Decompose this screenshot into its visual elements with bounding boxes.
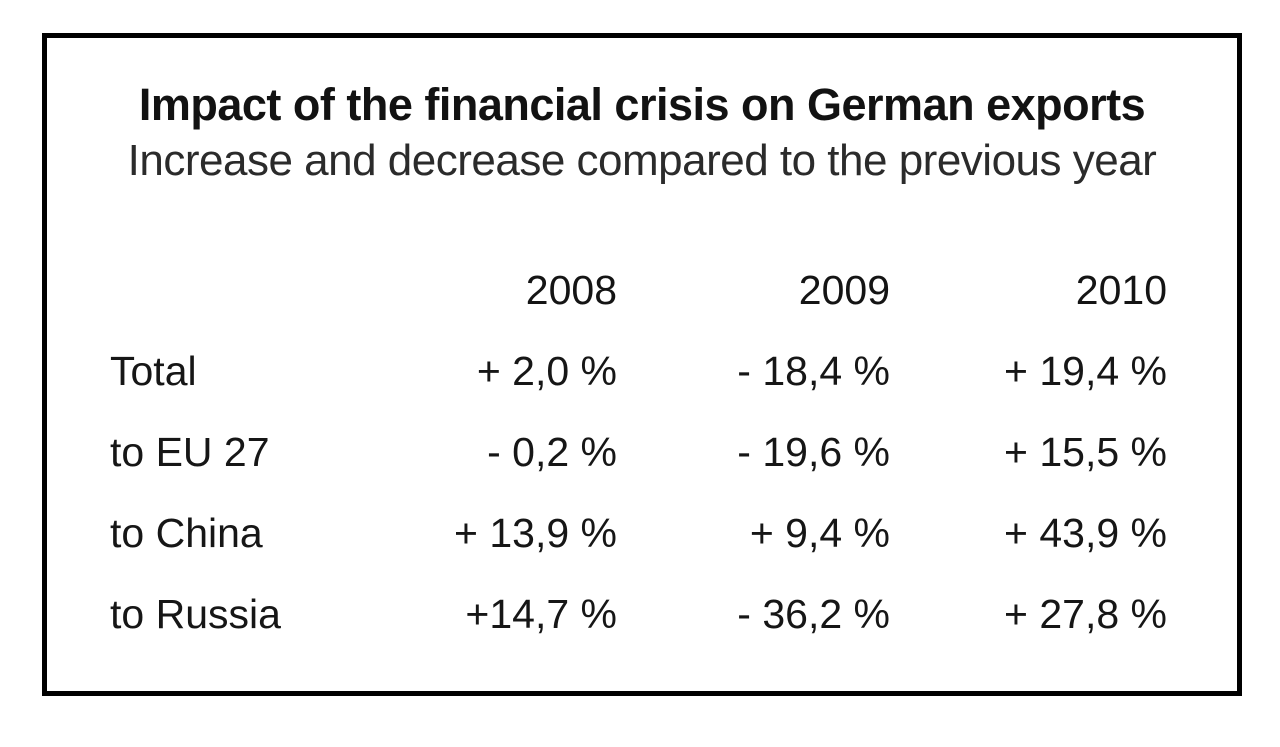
column-header-2008: 2008 bbox=[525, 267, 617, 313]
value-china-2009: + 9,4 % bbox=[749, 510, 890, 556]
value-total-2009: - 18,4 % bbox=[737, 348, 890, 394]
row-label-china: to China bbox=[110, 510, 263, 556]
value-china-2010: + 43,9 % bbox=[1004, 510, 1167, 556]
chart-subtitle: Increase and decrease compared to the pr… bbox=[127, 136, 1157, 185]
table-frame: Impact of the financial crisis on German… bbox=[42, 33, 1242, 696]
header-empty-cell bbox=[110, 250, 410, 331]
row-label-total: Total bbox=[110, 348, 197, 394]
value-eu27-2009: - 19,6 % bbox=[737, 429, 890, 475]
column-header-2010: 2010 bbox=[1075, 267, 1167, 313]
row-label-russia: to Russia bbox=[110, 591, 281, 637]
value-china-2008: + 13,9 % bbox=[454, 510, 617, 556]
exports-table: 2008 2009 2010 Total + 2,0 % - 18,4 % + … bbox=[47, 250, 1237, 655]
value-eu27-2008: - 0,2 % bbox=[487, 429, 617, 475]
value-russia-2009: - 36,2 % bbox=[737, 591, 890, 637]
chart-title: Impact of the financial crisis on German… bbox=[138, 79, 1146, 130]
value-russia-2008: +14,7 % bbox=[465, 591, 617, 637]
value-total-2010: + 19,4 % bbox=[1004, 348, 1167, 394]
column-header-2009: 2009 bbox=[798, 267, 890, 313]
value-total-2008: + 2,0 % bbox=[476, 348, 617, 394]
value-eu27-2010: + 15,5 % bbox=[1004, 429, 1167, 475]
value-russia-2010: + 27,8 % bbox=[1004, 591, 1167, 637]
row-label-eu27: to EU 27 bbox=[110, 429, 270, 475]
